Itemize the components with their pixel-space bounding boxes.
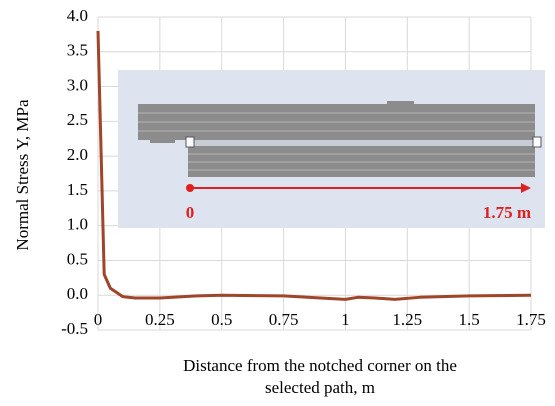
annotation: 1.75 m <box>483 203 531 222</box>
x-tick-label: 0.25 <box>145 310 175 329</box>
y-tick-label: 2.0 <box>67 145 88 164</box>
x-axis-label: Distance from the notched corner on the <box>183 356 457 375</box>
chart: 0 1.75 m Normal Stress Y, MPa Distance f… <box>0 0 555 406</box>
y-tick-label: -0.5 <box>61 319 88 338</box>
x-axis-label: selected path, m <box>265 378 375 397</box>
gap <box>188 140 535 146</box>
y-tick-label: 0.5 <box>67 249 88 268</box>
y-tick-label: 0.0 <box>67 284 88 303</box>
y-tick-label: 4.0 <box>67 6 88 25</box>
inset-image: 0 1.75 m <box>118 70 545 228</box>
x-tick-label: 1.75 <box>516 310 546 329</box>
annotation: 0 <box>186 203 195 222</box>
marker <box>533 137 541 147</box>
y-tick-label: 3.0 <box>67 75 88 94</box>
x-tick-label: 1 <box>341 310 350 329</box>
y-tick-label: 1.0 <box>67 215 88 234</box>
plate <box>387 101 414 104</box>
y-tick-label: 2.5 <box>67 110 88 129</box>
x-tick-label: 0.5 <box>211 310 232 329</box>
x-tick-label: 0.75 <box>269 310 299 329</box>
x-tick-label: 0 <box>94 310 103 329</box>
plate <box>150 140 175 143</box>
y-tick-label: 1.5 <box>67 180 88 199</box>
y-tick-label: 3.5 <box>67 41 88 60</box>
x-tick-label: 1.5 <box>459 310 480 329</box>
marker <box>186 137 194 147</box>
path-start <box>186 184 194 192</box>
x-tick-label: 1.25 <box>392 310 422 329</box>
y-axis-label: Normal Stress Y, MPa <box>13 99 32 251</box>
